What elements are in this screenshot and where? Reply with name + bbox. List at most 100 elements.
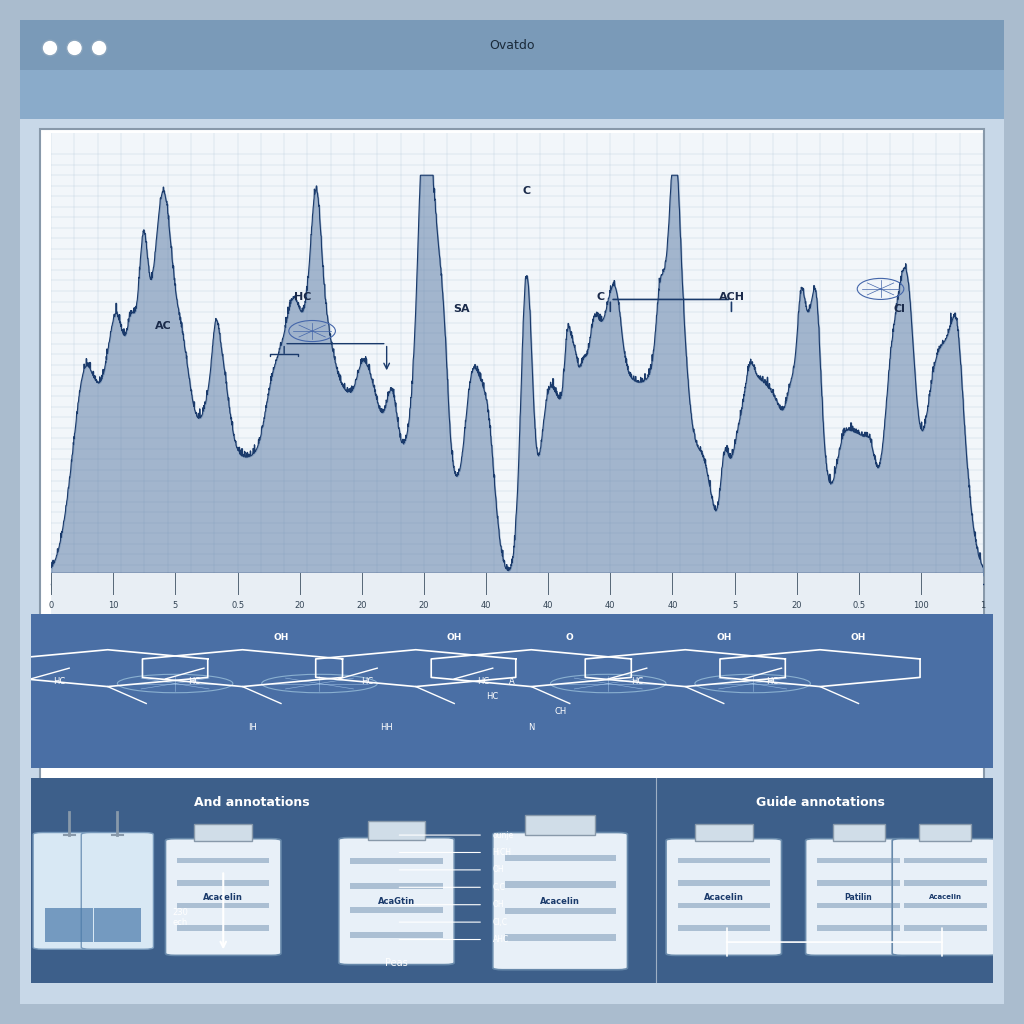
Bar <box>505 881 615 888</box>
Text: 20: 20 <box>356 601 367 610</box>
Text: HC: HC <box>766 677 778 685</box>
Text: 40: 40 <box>605 601 615 610</box>
Bar <box>817 903 900 908</box>
Text: 0: 0 <box>48 601 54 610</box>
Text: HiCH: HiCH <box>493 848 512 857</box>
Text: Patilin: Patilin <box>845 893 872 901</box>
Text: OH: OH <box>493 900 505 909</box>
Text: Acacelin: Acacelin <box>929 894 962 900</box>
Text: OH: OH <box>446 633 462 642</box>
Text: N: N <box>528 723 535 731</box>
Text: HC: HC <box>188 677 201 685</box>
Bar <box>525 815 595 835</box>
Text: 5: 5 <box>173 601 178 610</box>
Circle shape <box>42 40 57 56</box>
Bar <box>177 903 269 908</box>
Text: 0.5: 0.5 <box>231 601 244 610</box>
Text: 10: 10 <box>109 601 119 610</box>
Bar <box>350 932 442 938</box>
Bar <box>505 908 615 914</box>
Bar <box>695 823 753 841</box>
Text: Acacelin: Acacelin <box>541 897 580 905</box>
Bar <box>678 926 770 931</box>
Text: AHC: AHC <box>493 935 509 944</box>
Bar <box>817 926 900 931</box>
FancyBboxPatch shape <box>666 839 781 955</box>
Text: CH: CH <box>554 708 566 716</box>
Text: HH: HH <box>381 723 393 731</box>
Text: 40: 40 <box>668 601 678 610</box>
Text: C: C <box>597 292 605 301</box>
Text: 20: 20 <box>792 601 802 610</box>
Text: ACH: ACH <box>719 292 744 301</box>
Bar <box>20 70 1004 119</box>
Text: 230
ech: 230 ech <box>172 908 187 927</box>
Text: 20: 20 <box>295 601 305 610</box>
Text: ounje: ounje <box>493 830 514 840</box>
Text: 100: 100 <box>913 601 929 610</box>
Bar <box>368 821 425 840</box>
Bar <box>817 858 900 863</box>
Text: O: O <box>566 633 573 642</box>
Text: C: C <box>522 186 530 197</box>
Text: HC: HC <box>294 292 311 301</box>
Text: OH: OH <box>851 633 866 642</box>
Bar <box>903 903 987 908</box>
Bar <box>195 823 252 841</box>
Text: HC: HC <box>477 677 489 685</box>
Text: HC: HC <box>361 677 374 685</box>
Bar <box>833 823 885 841</box>
Bar <box>678 880 770 886</box>
Bar <box>678 858 770 863</box>
Circle shape <box>91 40 106 56</box>
Bar <box>678 903 770 908</box>
FancyBboxPatch shape <box>493 833 628 970</box>
Text: IH: IH <box>248 723 257 731</box>
Text: Peas: Peas <box>385 957 408 968</box>
Text: 0.5: 0.5 <box>852 601 865 610</box>
Text: Cl: Cl <box>893 304 905 314</box>
FancyBboxPatch shape <box>166 839 281 955</box>
Bar <box>20 20 1004 70</box>
FancyBboxPatch shape <box>81 833 154 949</box>
Bar <box>40 129 984 974</box>
Bar <box>177 858 269 863</box>
Text: OH: OH <box>493 865 505 874</box>
Bar <box>920 823 971 841</box>
Text: HC: HC <box>486 692 499 700</box>
Text: AC: AC <box>155 322 171 331</box>
Bar <box>903 880 987 886</box>
Text: Guide annotations: Guide annotations <box>756 797 885 809</box>
FancyBboxPatch shape <box>892 839 998 955</box>
Text: 5: 5 <box>732 601 737 610</box>
Bar <box>177 926 269 931</box>
Text: AcaGtin: AcaGtin <box>378 897 415 905</box>
Text: OH: OH <box>273 633 289 642</box>
Text: 20: 20 <box>419 601 429 610</box>
Bar <box>350 907 442 913</box>
Bar <box>93 907 141 942</box>
Text: And annotations: And annotations <box>195 797 310 809</box>
Text: C,C: C,C <box>493 883 506 892</box>
Bar <box>350 858 442 864</box>
Bar <box>903 926 987 931</box>
FancyBboxPatch shape <box>33 833 105 949</box>
Circle shape <box>67 40 82 56</box>
FancyBboxPatch shape <box>806 839 911 955</box>
FancyBboxPatch shape <box>339 838 455 965</box>
Bar <box>505 854 615 861</box>
Text: HC: HC <box>631 677 643 685</box>
Bar <box>177 880 269 886</box>
Text: 40: 40 <box>481 601 492 610</box>
Text: A: A <box>509 677 515 685</box>
Bar <box>903 858 987 863</box>
Text: Acacelin: Acacelin <box>703 893 743 901</box>
Text: OH: OH <box>716 633 731 642</box>
Text: SA: SA <box>453 304 470 314</box>
Text: HC: HC <box>53 677 66 685</box>
Text: 40: 40 <box>543 601 553 610</box>
Bar <box>817 880 900 886</box>
Text: Acacelin: Acacelin <box>204 893 243 901</box>
Text: 1: 1 <box>980 601 986 610</box>
Bar <box>45 907 93 942</box>
